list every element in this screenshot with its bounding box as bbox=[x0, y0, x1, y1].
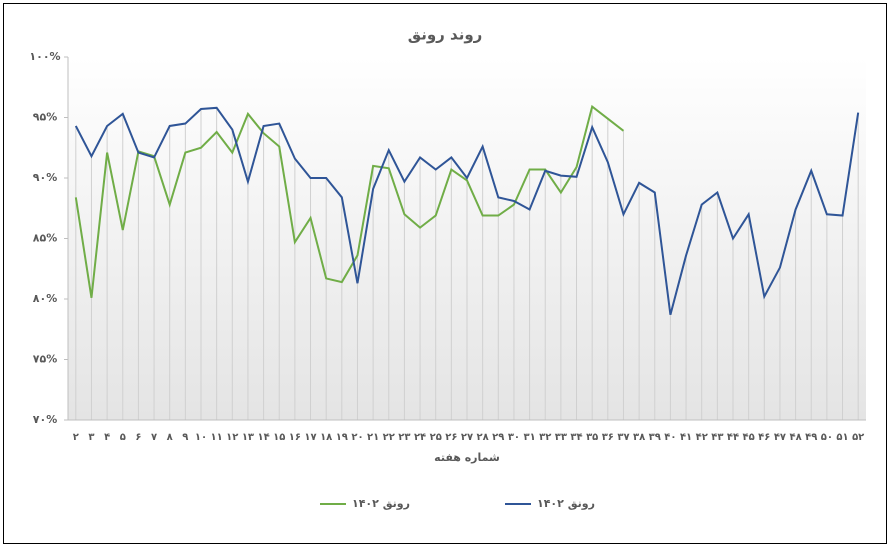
x-tick-label: ۲۷ bbox=[461, 432, 473, 443]
x-tick-label: ۸ bbox=[167, 432, 173, 443]
x-tick-label: ۲۱ bbox=[367, 432, 379, 443]
y-tick-label: ۱۰۰% bbox=[29, 50, 60, 63]
x-tick-label: ۲۹ bbox=[492, 432, 504, 443]
x-tick-label: ۲۰ bbox=[351, 432, 363, 443]
x-tick-label: ۳۲ bbox=[539, 432, 551, 443]
x-tick-label: ۵ bbox=[120, 432, 126, 443]
legend-label: رونق ۱۴۰۲ bbox=[537, 497, 595, 510]
y-tick-label: ۹۵% bbox=[33, 111, 57, 124]
x-tick-label: ۳۳ bbox=[555, 432, 567, 443]
x-tick-label: ۴۹ bbox=[805, 432, 817, 443]
x-tick-label: ۳۶ bbox=[602, 432, 614, 443]
chart-title: روند رونق bbox=[408, 26, 483, 44]
x-tick-label: ۹ bbox=[182, 432, 188, 443]
x-tick-label: ۳۴ bbox=[570, 432, 582, 443]
x-tick-label: ۴۱ bbox=[680, 432, 692, 443]
x-tick-label: ۴۴ bbox=[727, 432, 739, 443]
x-tick-label: ۱۳ bbox=[242, 432, 254, 443]
series-line bbox=[74, 104, 625, 298]
x-tick-label: ۴۳ bbox=[711, 432, 723, 443]
x-axis-label: شماره هفته bbox=[434, 451, 500, 464]
x-tick-label: ۲۴ bbox=[414, 432, 426, 443]
x-tick-label: ۴۲ bbox=[696, 432, 708, 443]
x-tick-label: ۱۰ bbox=[195, 432, 207, 443]
y-tick-label: ۷۵% bbox=[33, 353, 57, 366]
x-tick-label: ۳۷ bbox=[617, 432, 629, 443]
y-tick-label: ۹۰% bbox=[33, 171, 57, 184]
y-tick-label: ۸۰% bbox=[33, 292, 57, 305]
x-tick-label: ۴۷ bbox=[774, 432, 786, 443]
x-tick-label: ۲ bbox=[73, 432, 79, 443]
x-tick-label: ۲۸ bbox=[477, 432, 489, 443]
x-tick-label: ۱۱ bbox=[211, 432, 223, 443]
x-tick-label: ۴۸ bbox=[789, 432, 801, 443]
x-tick-label: ۴۶ bbox=[758, 432, 770, 443]
x-tick-label: ۴۵ bbox=[743, 432, 755, 443]
x-tick-label: ۴۰ bbox=[664, 432, 676, 443]
x-tick-label: ۲۶ bbox=[445, 432, 457, 443]
x-tick-label: ۳۰ bbox=[508, 432, 520, 443]
legend-label: رونق ۱۴۰۲ bbox=[352, 497, 410, 510]
x-tick-label: ۱۶ bbox=[289, 432, 301, 443]
x-tick-label: ۶ bbox=[135, 432, 141, 443]
x-tick-label: ۲۲ bbox=[383, 432, 395, 443]
x-tick-label: ۱۸ bbox=[320, 432, 332, 443]
x-tick-label: ۵۲ bbox=[852, 432, 864, 443]
y-tick-label: ۸۵% bbox=[33, 232, 57, 245]
x-tick-label: ۳۹ bbox=[649, 432, 661, 443]
x-tick-label: ۵۰ bbox=[821, 432, 833, 443]
x-tick-label: ۲۳ bbox=[398, 432, 410, 443]
x-tick-label: ۱۹ bbox=[336, 432, 348, 443]
y-tick-label: ۷۰% bbox=[33, 413, 57, 426]
x-tick-label: ۷ bbox=[151, 432, 157, 443]
x-tick-label: ۱۴ bbox=[257, 432, 269, 443]
x-tick-label: ۱۵ bbox=[273, 432, 285, 443]
x-tick-label: ۲۵ bbox=[430, 432, 442, 443]
series-line bbox=[74, 106, 860, 315]
x-tick-label: ۴ bbox=[104, 432, 110, 443]
x-tick-label: ۱۷ bbox=[304, 432, 316, 443]
x-tick-label: ۳۱ bbox=[523, 432, 535, 443]
x-tick-label: ۱۲ bbox=[226, 432, 238, 443]
x-tick-label: ۳۸ bbox=[633, 432, 645, 443]
x-tick-label: ۵۱ bbox=[836, 432, 848, 443]
x-tick-label: ۳ bbox=[88, 432, 94, 443]
x-tick-label: ۳۵ bbox=[586, 432, 598, 443]
